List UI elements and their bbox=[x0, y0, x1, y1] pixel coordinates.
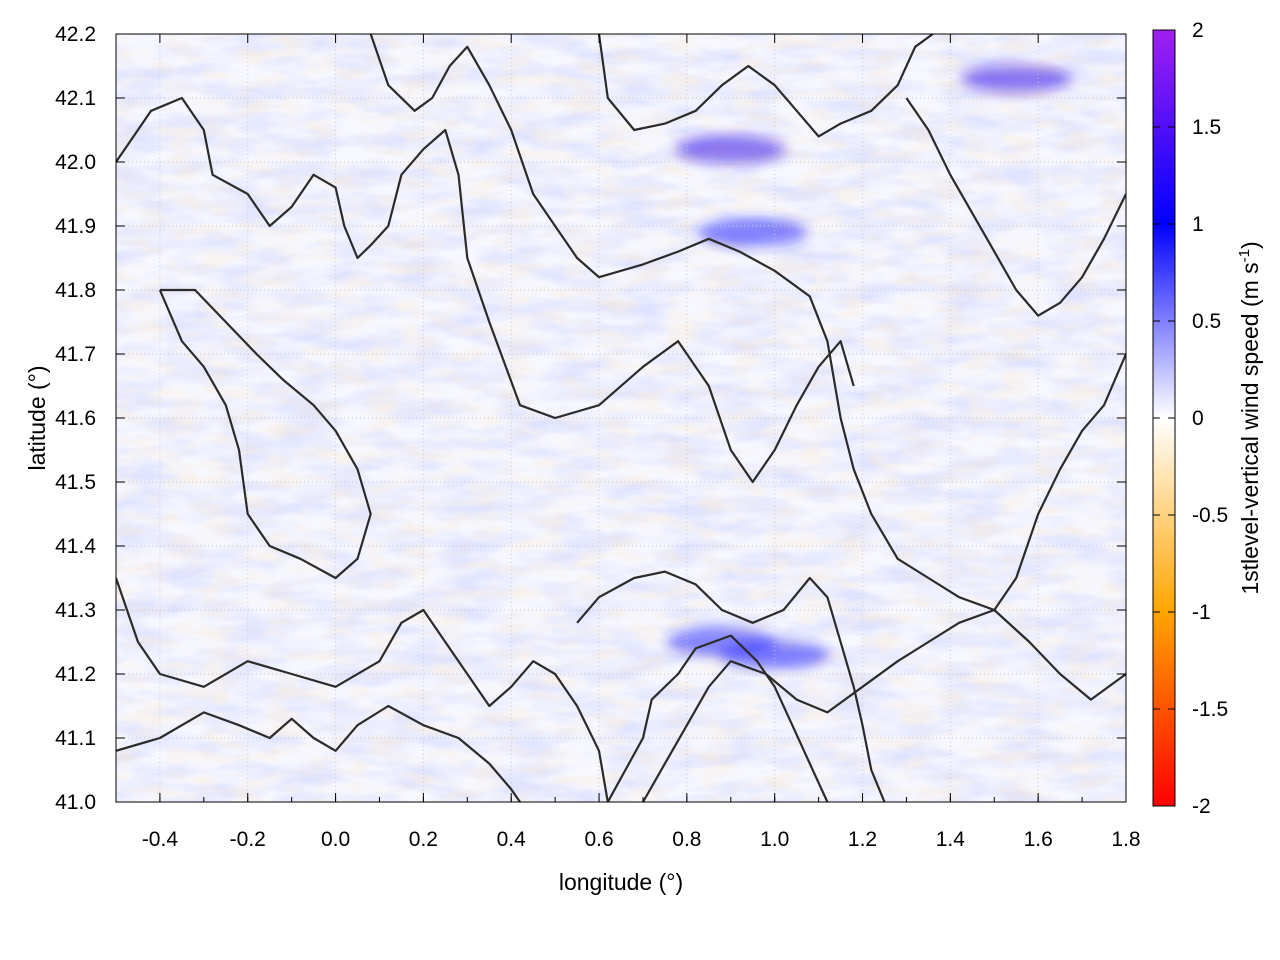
updraft-region bbox=[697, 218, 808, 247]
y-tick-label: 41.5 bbox=[55, 471, 96, 494]
y-tick-label: 41.3 bbox=[55, 599, 96, 622]
contour-line bbox=[597, 34, 934, 138]
x-tick-label: 0.6 bbox=[584, 828, 613, 851]
colorbar-title-sup: -1 bbox=[1236, 249, 1253, 262]
contour-line bbox=[905, 97, 1126, 317]
x-tick-label: 0.0 bbox=[321, 828, 350, 851]
colorbar-tick-label: 1 bbox=[1192, 213, 1204, 236]
y-tick-label: 41.9 bbox=[55, 215, 96, 238]
colorbar-tick-label: 1.5 bbox=[1192, 116, 1221, 139]
contour-line bbox=[116, 577, 609, 802]
colorbar: 2 1.5 1 0.5 0 -0.5 -1 -1.5 -2 bbox=[1152, 19, 1228, 818]
contour-line bbox=[576, 570, 886, 802]
strong-updraft-regions bbox=[667, 64, 1072, 669]
x-tick-label: 0.4 bbox=[497, 828, 527, 851]
contour-lines bbox=[116, 34, 1126, 802]
contour-line bbox=[606, 634, 829, 802]
colorbar-title-main: 1stlevel-vertical wind speed (m s bbox=[1237, 262, 1263, 594]
colorbar-tick-label: 0 bbox=[1192, 407, 1204, 430]
contour-line bbox=[116, 704, 521, 802]
x-tick-label: 1.8 bbox=[1111, 828, 1140, 851]
x-tick-label: 1.6 bbox=[1024, 828, 1053, 851]
x-tick-label: 0.8 bbox=[672, 828, 701, 851]
x-tick-label: -0.2 bbox=[230, 828, 266, 851]
contour-line bbox=[158, 288, 372, 580]
colorbar-title: 1stlevel-vertical wind speed (m s-1) bbox=[1236, 241, 1263, 594]
plot-area: -0.4 -0.2 0.0 0.2 0.4 0.6 0.8 1.0 1.2 1.4 1.6 1.8 4… bbox=[55, 23, 1140, 851]
contour-line bbox=[642, 608, 1126, 802]
updraft-region bbox=[675, 135, 786, 164]
colorbar-tick-label: -1.5 bbox=[1192, 698, 1228, 721]
x-tick-label: 0.2 bbox=[409, 828, 438, 851]
contour-line bbox=[116, 96, 855, 484]
grid-lines bbox=[116, 34, 1126, 802]
colorbar-ticks: 2 1.5 1 0.5 0 -0.5 -1 -1.5 -2 bbox=[1153, 19, 1228, 818]
y-tick-label: 41.0 bbox=[55, 791, 96, 814]
y-tick-label: 41.1 bbox=[55, 727, 96, 750]
colorbar-title-end: ) bbox=[1237, 241, 1263, 249]
colorbar-tick-label: -1 bbox=[1192, 601, 1211, 624]
y-tick-label: 41.6 bbox=[55, 407, 96, 430]
y-tick-label: 42.0 bbox=[55, 151, 96, 174]
contour-line bbox=[369, 34, 1126, 612]
x-axis-ticks: -0.4 -0.2 0.0 0.2 0.4 0.6 0.8 1.0 1.2 1.4 1.6 1.8 bbox=[142, 34, 1141, 851]
colorbar-tick-label: -0.5 bbox=[1192, 504, 1228, 527]
x-tick-label: -0.4 bbox=[142, 828, 179, 851]
x-tick-label: 1.4 bbox=[936, 828, 966, 851]
y-tick-label: 41.2 bbox=[55, 663, 96, 686]
y-axis-title: latitude (°) bbox=[24, 365, 50, 470]
y-tick-label: 41.8 bbox=[55, 279, 96, 302]
colorbar-tick-label: 0.5 bbox=[1192, 310, 1221, 333]
x-tick-label: 1.2 bbox=[848, 828, 877, 851]
updraft-region bbox=[961, 64, 1072, 93]
colorbar-tick-label: 2 bbox=[1192, 19, 1204, 42]
x-axis-title: longitude (°) bbox=[559, 869, 683, 895]
x-tick-label: 1.0 bbox=[760, 828, 789, 851]
y-tick-label: 42.2 bbox=[55, 23, 96, 46]
y-axis-ticks: 41.0 41.1 41.2 41.3 41.4 41.5 41.6 41.7 41.8 41.9… bbox=[55, 23, 1126, 814]
y-tick-label: 42.1 bbox=[55, 87, 96, 110]
colorbar-tick-label: -2 bbox=[1192, 795, 1211, 818]
y-tick-label: 41.4 bbox=[55, 535, 96, 558]
y-tick-label: 41.7 bbox=[55, 343, 96, 366]
